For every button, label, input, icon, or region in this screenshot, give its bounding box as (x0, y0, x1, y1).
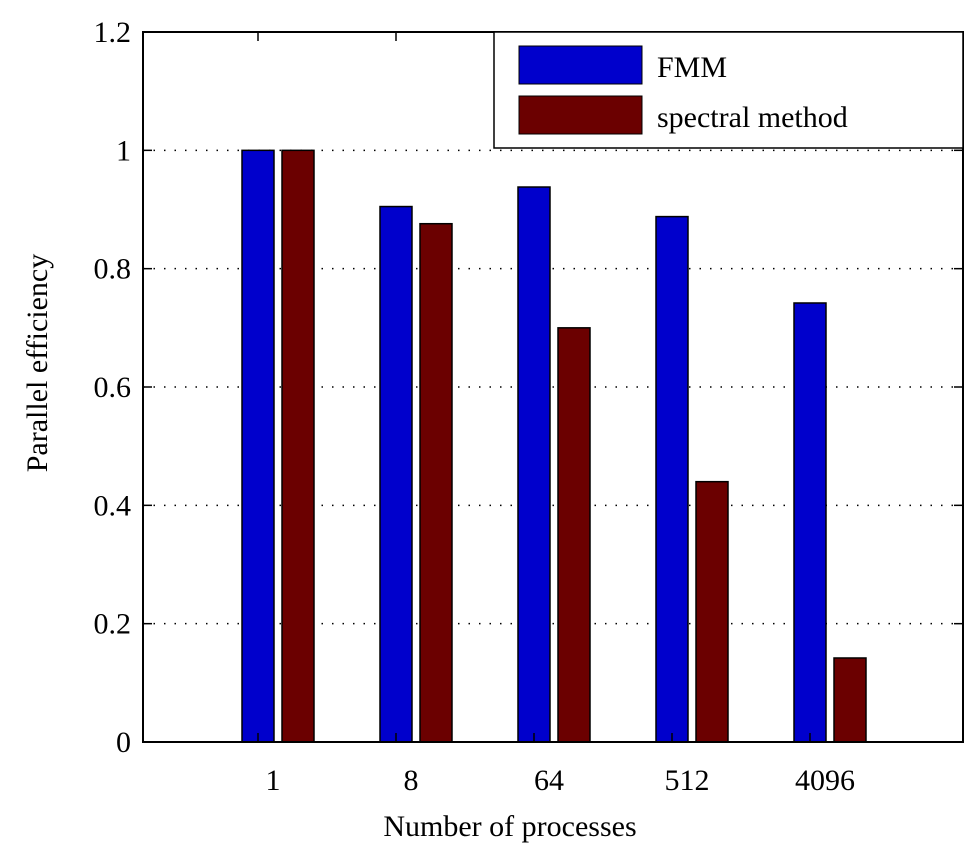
bar-spectral-method-64 (557, 327, 591, 743)
x-tick-label: 8 (404, 764, 419, 797)
x-tick-label: 512 (665, 764, 710, 797)
x-tick-label: 64 (534, 764, 564, 797)
bar-fmm-1 (241, 149, 275, 743)
y-tick-label: 0 (116, 726, 131, 759)
x-tick-label: 4096 (795, 764, 855, 797)
legend: FMM spectral method (493, 31, 964, 149)
axis-ticks: 0 0.2 0.4 0.6 0.8 1 1.2 1 8 64 512 4096 (94, 16, 963, 797)
bar-spectral-method-8 (419, 222, 453, 743)
y-tick-label: 1.2 (94, 16, 132, 49)
y-tick-label: 0.2 (94, 608, 132, 641)
bar-spectral-method-512 (695, 480, 729, 743)
legend-swatch-fmm (518, 45, 643, 85)
y-tick-label: 0.8 (94, 253, 132, 286)
bars (241, 149, 867, 743)
bar-fmm-64 (517, 186, 551, 743)
y-axis-label: Parallel efficiency (21, 254, 54, 473)
legend-swatch-spectral-method (518, 95, 643, 135)
x-tick-label: 1 (266, 764, 281, 797)
bar-spectral-method-4096 (833, 657, 867, 743)
y-tick-label: 1 (116, 134, 131, 167)
bar-fmm-8 (379, 205, 413, 743)
bar-fmm-4096 (793, 302, 827, 743)
bar-fmm-512 (655, 215, 689, 743)
legend-label-fmm: FMM (657, 51, 727, 84)
bar-spectral-method-1 (281, 149, 315, 743)
y-tick-label: 0.4 (94, 489, 132, 522)
legend-label-spectral-method: spectral method (657, 101, 848, 134)
x-axis-label: Number of processes (383, 810, 636, 843)
y-tick-label: 0.6 (94, 371, 132, 404)
